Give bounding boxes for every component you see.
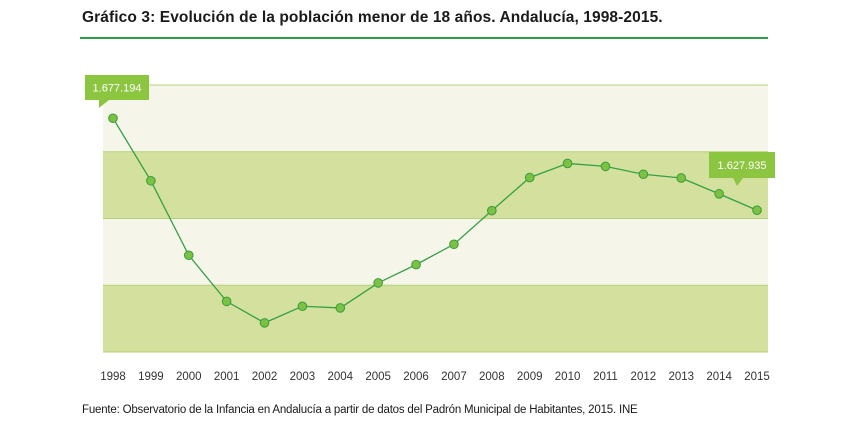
background-band — [103, 285, 768, 352]
population-series — [108, 113, 762, 328]
x-tick-label: 1999 — [138, 371, 164, 383]
data-point — [524, 172, 535, 183]
x-tick-label: 2009 — [517, 371, 543, 383]
x-tick-label: 2002 — [252, 371, 278, 383]
data-point — [297, 301, 308, 312]
chart-title: Gráfico 3: Evolución de la población men… — [82, 9, 663, 26]
background-bands — [103, 84, 768, 353]
data-point — [259, 318, 270, 328]
source-note: Fuente: Observatorio de la Infancia en A… — [82, 404, 638, 416]
data-point — [373, 278, 383, 288]
data-point — [714, 189, 724, 199]
x-tick-label: 2001 — [214, 371, 240, 383]
x-tick-label: 2014 — [706, 371, 732, 383]
data-point — [108, 113, 118, 124]
data-point — [449, 239, 459, 250]
data-point — [600, 161, 611, 172]
data-point — [752, 205, 762, 216]
callout-box — [85, 75, 149, 108]
value-callouts: 1.677.194 1.627.935 — [85, 75, 775, 186]
series-line — [112, 117, 758, 324]
x-tick-label: 2000 — [176, 371, 202, 383]
line-chart: 1998 1999 2000 2001 2002 2003 2004 2005 2006 2007… — [85, 75, 775, 383]
callout-label: 1.677.194 — [93, 83, 142, 95]
data-point — [221, 296, 232, 307]
data-point — [146, 175, 156, 186]
data-point — [335, 303, 346, 313]
x-tick-label: 2006 — [403, 371, 429, 383]
data-point — [411, 259, 421, 270]
callout-1998: 1.677.194 — [85, 75, 149, 108]
data-point — [562, 158, 573, 169]
x-tick-label: 2011 — [593, 371, 618, 383]
data-point — [183, 250, 194, 261]
data-point — [676, 173, 687, 183]
background-band — [103, 218, 768, 286]
x-tick-label: 2015 — [744, 371, 770, 383]
title-rule — [80, 37, 768, 39]
data-point — [487, 205, 497, 216]
data-point — [638, 169, 649, 180]
callout-box — [709, 152, 775, 186]
x-tick-label: 2008 — [479, 371, 505, 383]
background-band — [103, 85, 768, 152]
x-tick-label: 2004 — [327, 371, 353, 383]
x-tick-label: 2010 — [555, 371, 581, 383]
x-tick-label: 1998 — [100, 371, 126, 383]
background-band — [103, 151, 768, 219]
x-axis-ticks: 1998 1999 2000 2001 2002 2003 2004 2005 2006 2007… — [100, 371, 770, 383]
x-tick-label: 2013 — [668, 371, 694, 383]
x-tick-label: 2007 — [441, 371, 467, 383]
x-tick-label: 2005 — [365, 371, 391, 383]
x-tick-label: 2003 — [290, 371, 316, 383]
x-tick-label: 2012 — [631, 371, 657, 383]
callout-2015: 1.627.935 — [709, 152, 775, 186]
callout-label: 1.627.935 — [718, 160, 767, 172]
